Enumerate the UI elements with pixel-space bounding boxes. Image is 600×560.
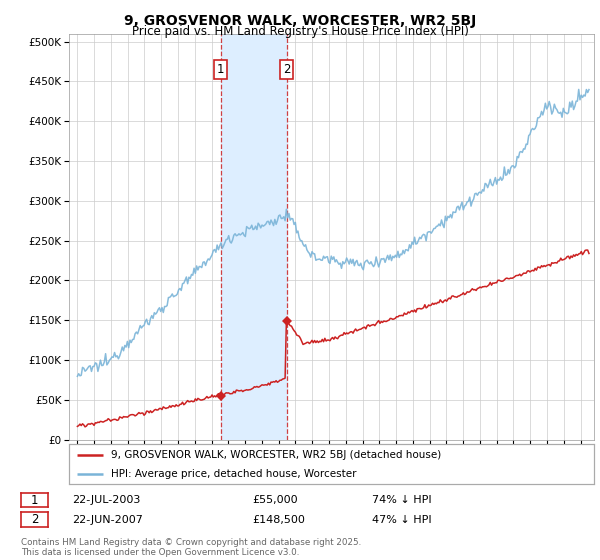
Text: 9, GROSVENOR WALK, WORCESTER, WR2 5BJ: 9, GROSVENOR WALK, WORCESTER, WR2 5BJ — [124, 14, 476, 28]
Text: Price paid vs. HM Land Registry's House Price Index (HPI): Price paid vs. HM Land Registry's House … — [131, 25, 469, 38]
Text: 22-JUL-2003: 22-JUL-2003 — [72, 495, 140, 505]
Text: £55,000: £55,000 — [252, 495, 298, 505]
Text: £148,500: £148,500 — [252, 515, 305, 525]
Text: 9, GROSVENOR WALK, WORCESTER, WR2 5BJ (detached house): 9, GROSVENOR WALK, WORCESTER, WR2 5BJ (d… — [111, 450, 441, 460]
Text: Contains HM Land Registry data © Crown copyright and database right 2025.
This d: Contains HM Land Registry data © Crown c… — [21, 538, 361, 557]
Text: 1: 1 — [217, 63, 224, 76]
Text: 47% ↓ HPI: 47% ↓ HPI — [372, 515, 431, 525]
Text: 74% ↓ HPI: 74% ↓ HPI — [372, 495, 431, 505]
Text: 2: 2 — [31, 513, 38, 526]
Text: 1: 1 — [31, 493, 38, 507]
Bar — [221, 34, 287, 440]
Text: 22-JUN-2007: 22-JUN-2007 — [72, 515, 143, 525]
Text: 2: 2 — [283, 63, 290, 76]
Text: HPI: Average price, detached house, Worcester: HPI: Average price, detached house, Worc… — [111, 469, 356, 479]
